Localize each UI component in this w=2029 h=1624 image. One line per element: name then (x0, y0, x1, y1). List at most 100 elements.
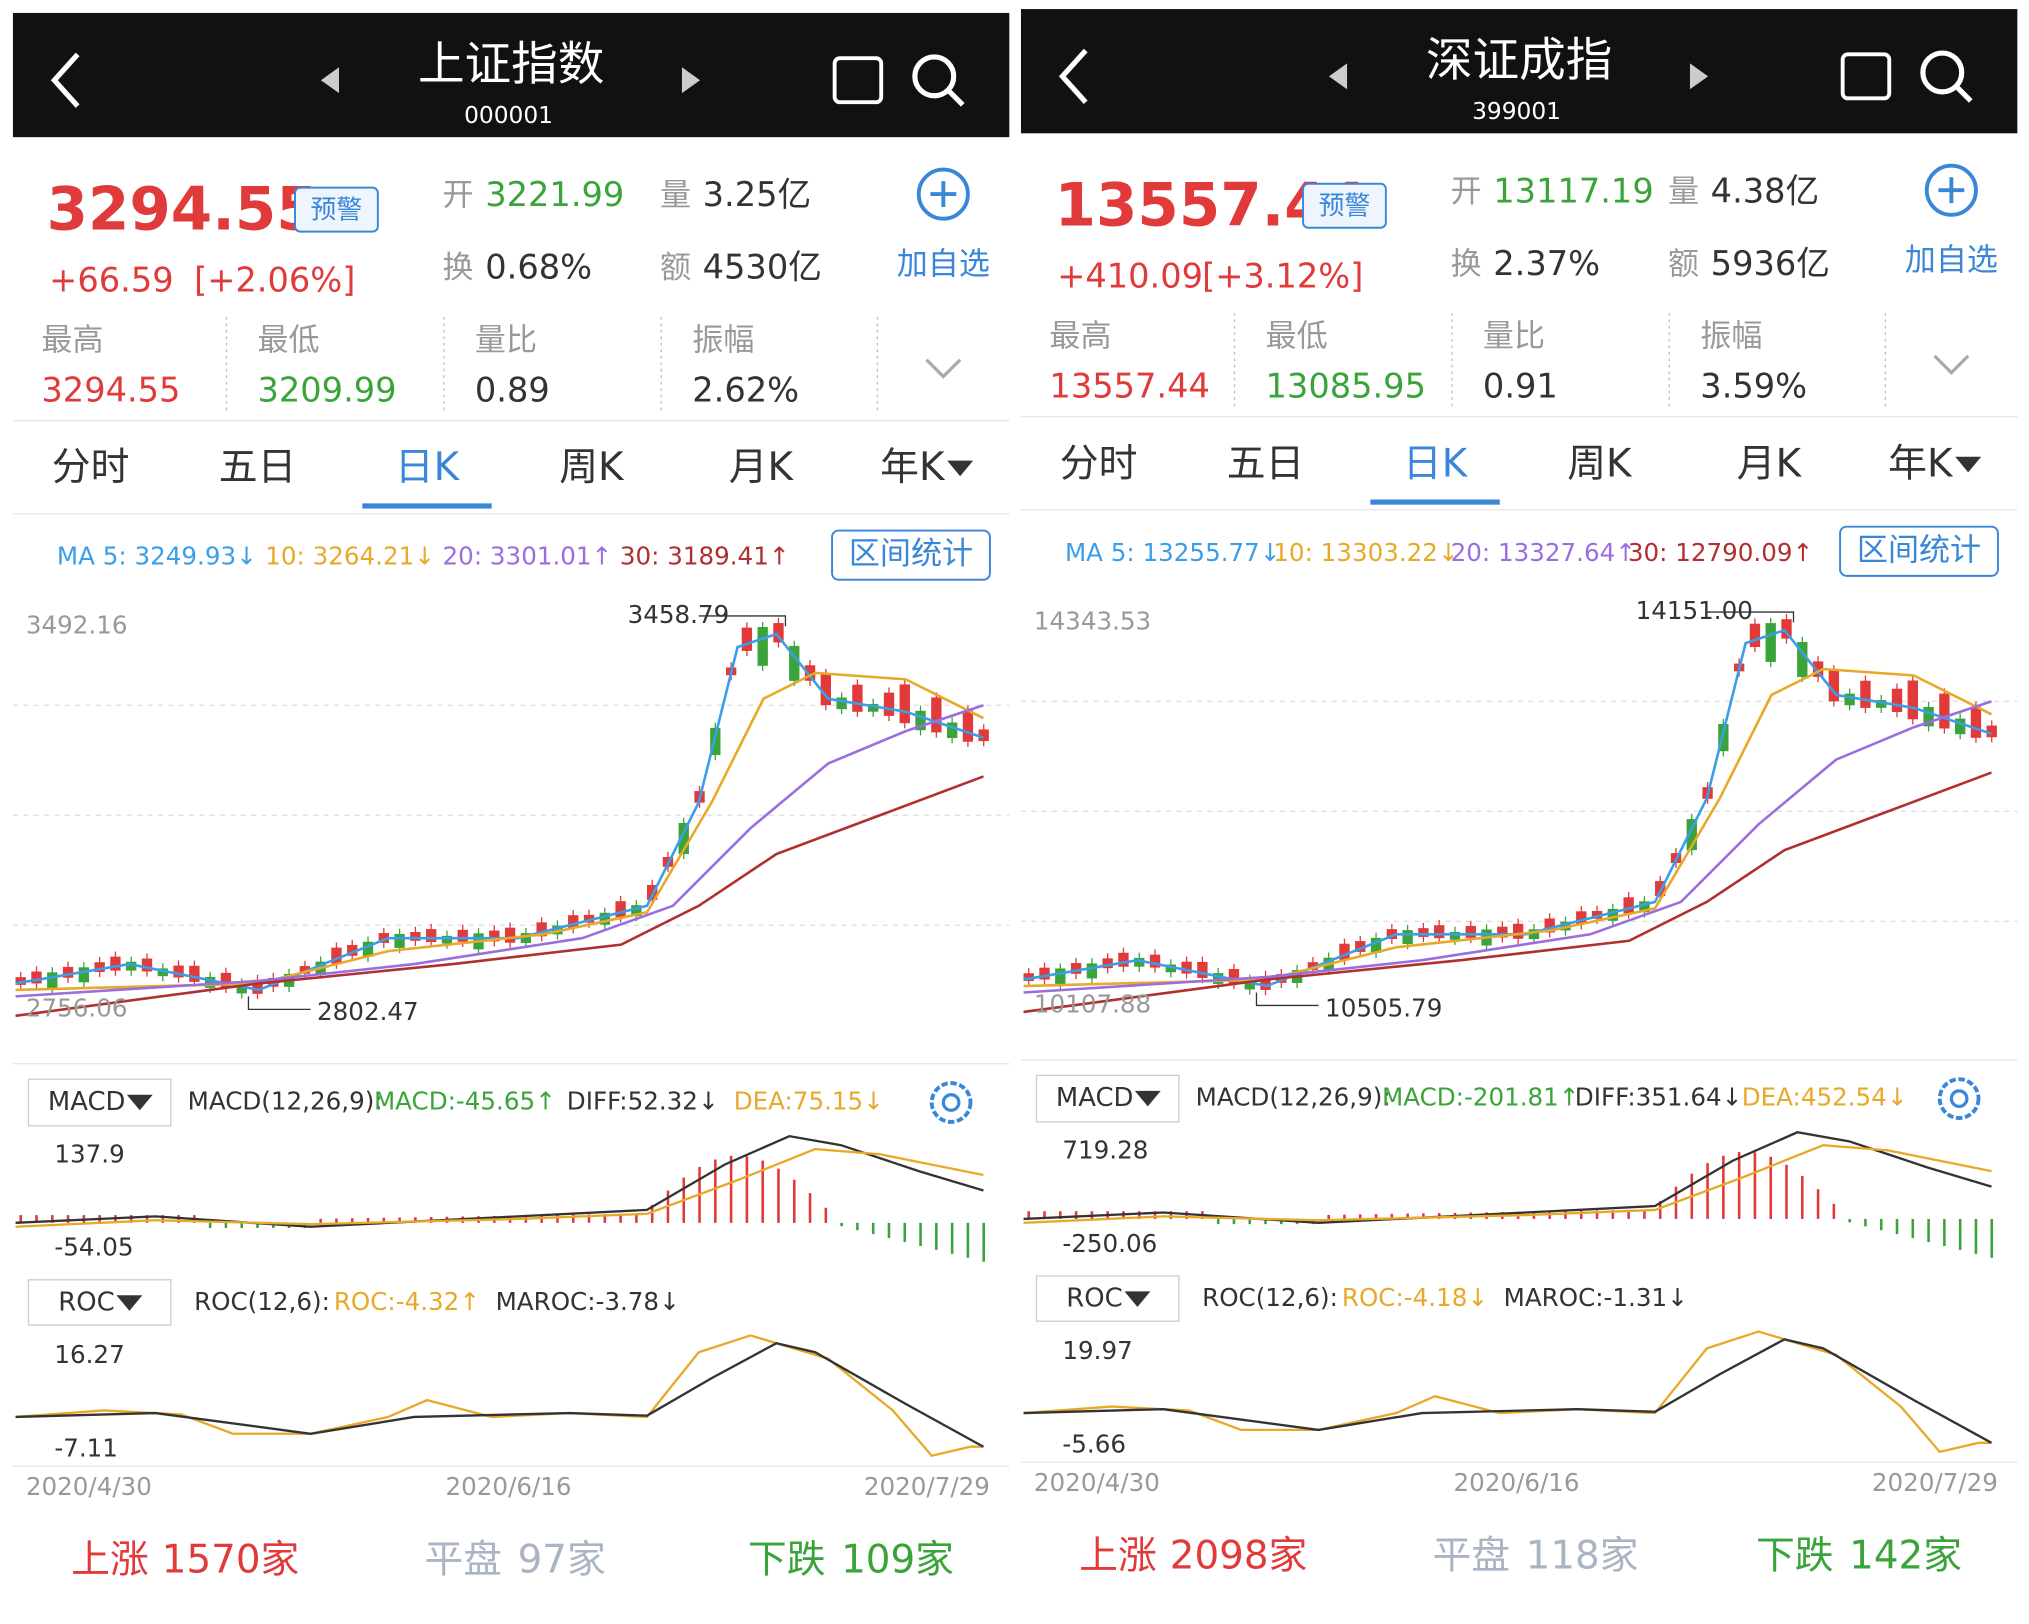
next-arrow[interactable] (1689, 63, 1709, 90)
candle-body (1434, 925, 1445, 939)
period-tab[interactable]: 周K (559, 445, 625, 490)
range-stats-box[interactable] (1839, 525, 1999, 577)
back-button[interactable] (1058, 48, 1088, 104)
detail-label: 量比 (475, 323, 537, 359)
period-tab[interactable]: 分时 (1060, 441, 1138, 486)
diff-value: DIFF:351.64↓ (1575, 1083, 1742, 1112)
min-price-label: 2802.47 (317, 997, 419, 1026)
candle-body (1355, 941, 1366, 952)
candle-body (1812, 661, 1824, 677)
period-tab[interactable]: 月K (729, 445, 795, 490)
candle-body (236, 983, 247, 994)
candle-body (773, 623, 784, 643)
detail-value: 3.59% (1700, 367, 1807, 406)
candle-body (457, 929, 468, 942)
candle-body (1165, 964, 1176, 973)
period-tab[interactable]: 年K (1888, 441, 1954, 486)
prev-arrow[interactable] (320, 67, 340, 94)
candle-body (1070, 963, 1082, 974)
range-stats-box[interactable] (831, 529, 991, 581)
maroc-value: MAROC:-1.31↓ (1504, 1283, 1688, 1312)
macd-value: MACD:-45.65↑ (374, 1087, 556, 1116)
breadth-value: 142家 (1849, 1533, 1962, 1578)
expand-chevron[interactable] (1933, 354, 1970, 375)
candle-body (741, 627, 753, 651)
candle-body (1086, 963, 1098, 979)
date-label: 2020/4/30 (26, 1472, 152, 1501)
candle-body (378, 933, 389, 943)
detail-value: 2.62% (692, 371, 799, 410)
candle-body (1718, 724, 1729, 752)
next-arrow[interactable] (681, 67, 701, 94)
candle-body (789, 645, 800, 681)
stat-label: 量 (660, 178, 691, 214)
candle-body (1418, 928, 1429, 937)
candle-body (1891, 688, 1903, 713)
candle-body (1623, 897, 1634, 914)
candle-body (946, 722, 958, 739)
ma-line (15, 671, 985, 992)
indicator-selector-box[interactable] (27, 1279, 172, 1326)
screen-icon[interactable] (1840, 52, 1892, 101)
candle-body (520, 933, 532, 943)
settings-icon[interactable] (1937, 1077, 1981, 1120)
period-tab[interactable]: 年K (880, 445, 946, 490)
back-button[interactable] (50, 52, 80, 108)
search-icon[interactable] (912, 54, 957, 99)
price-change-pct: [+3.12%] (1202, 257, 1363, 296)
candle-body (504, 927, 516, 943)
alert-box[interactable] (294, 186, 379, 233)
stat-label: 换 (1451, 246, 1482, 282)
last-price: 3294.55 (47, 176, 318, 245)
candle-body (1055, 968, 1066, 985)
macd-params: MACD(12,26,9): (188, 1087, 383, 1116)
candle-body (1307, 962, 1319, 970)
period-tab[interactable]: 五日 (219, 445, 297, 490)
breadth-value: 118家 (1526, 1533, 1639, 1578)
macd-axis-top: 719.28 (1062, 1136, 1148, 1165)
indicator-selector-box[interactable] (27, 1078, 172, 1127)
screen-icon[interactable] (832, 56, 884, 105)
settings-icon[interactable] (929, 1081, 973, 1124)
candle-body (1512, 923, 1524, 939)
candle-body (1828, 670, 1840, 702)
add-watch-plus (1938, 177, 1965, 204)
candle-body (1560, 921, 1571, 931)
breadth-label: 上涨 (1079, 1533, 1157, 1578)
index-title: 上证指数 (418, 37, 604, 91)
candle-body (931, 697, 942, 733)
detail-value: 3294.55 (41, 371, 180, 410)
period-tab[interactable]: 日K (1403, 441, 1469, 486)
detail-label: 振幅 (1700, 319, 1762, 355)
period-tab[interactable]: 周K (1567, 441, 1633, 486)
candle-body (362, 941, 374, 957)
settings-icon-center (941, 1093, 961, 1112)
breadth-label: 上涨 (71, 1537, 149, 1582)
candle-body (583, 914, 595, 923)
roc-params: ROC(12,6): (194, 1287, 330, 1316)
candle-body (1370, 937, 1382, 953)
macd-selector: MACD (1056, 1083, 1134, 1113)
candle-body (552, 925, 563, 935)
indicator-selector-box[interactable] (1035, 1275, 1180, 1322)
candle-body (1607, 908, 1619, 921)
period-tab[interactable]: 分时 (52, 445, 130, 490)
alert-box[interactable] (1302, 182, 1387, 229)
prev-arrow[interactable] (1328, 63, 1348, 90)
period-tab[interactable]: 日K (395, 445, 461, 490)
indicator-selector-box[interactable] (1035, 1074, 1180, 1123)
expand-chevron[interactable] (925, 358, 962, 379)
period-tab[interactable]: 五日 (1227, 441, 1305, 486)
search-icon[interactable] (1920, 50, 1965, 95)
add-watch-icon[interactable] (1924, 163, 1978, 217)
add-watch-icon[interactable] (916, 167, 970, 221)
date-label: 2020/4/30 (1034, 1468, 1160, 1497)
candle-body (141, 958, 153, 972)
candle-body (299, 966, 311, 974)
period-tab[interactable]: 月K (1737, 441, 1803, 486)
range-stats-button: 区间统计 (1857, 532, 1981, 568)
dropdown-triangle (947, 460, 974, 477)
candle-body (1860, 680, 1871, 708)
min-price-label: 10505.79 (1325, 993, 1442, 1022)
